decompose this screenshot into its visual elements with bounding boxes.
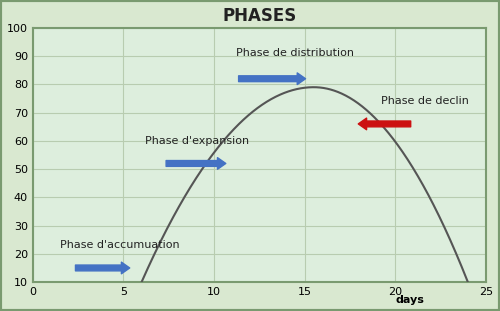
Text: Phase d'accumuation: Phase d'accumuation <box>60 240 180 250</box>
Title: PHASES: PHASES <box>222 7 296 25</box>
Text: days: days <box>396 295 424 305</box>
Text: Phase de declin: Phase de declin <box>381 96 468 106</box>
Text: Phase de distribution: Phase de distribution <box>236 48 354 58</box>
Text: Phase d'expansion: Phase d'expansion <box>145 136 250 146</box>
